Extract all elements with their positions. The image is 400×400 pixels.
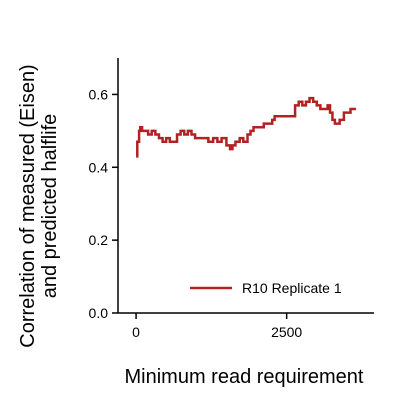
- x-ticks: 0 2500: [132, 313, 302, 340]
- y-tick-label: 0.6: [89, 86, 109, 102]
- y-tick-label: 0.2: [89, 232, 109, 248]
- legend: R10 Replicate 1: [190, 280, 342, 296]
- legend-label: R10 Replicate 1: [242, 280, 342, 296]
- x-axis-label: Minimum read requirement: [125, 366, 364, 388]
- x-tick-label: 0: [132, 324, 140, 340]
- y-axis-label-line-1: Correlation of measured (Eisen): [17, 64, 39, 347]
- series-group: [136, 96, 356, 158]
- plot-area: 0.0 0.2 0.4 0.6 0 2500: [89, 58, 374, 340]
- x-tick-label: 2500: [271, 324, 302, 340]
- series-line: [136, 96, 356, 158]
- y-axis-label: Correlation of measured (Eisen) and pred…: [17, 64, 61, 347]
- y-ticks: 0.0 0.2 0.4 0.6: [89, 86, 118, 321]
- y-tick-label: 0.4: [89, 159, 109, 175]
- y-axis-label-line-2: and predicted halflife: [39, 114, 61, 299]
- y-tick-label: 0.0: [89, 305, 109, 321]
